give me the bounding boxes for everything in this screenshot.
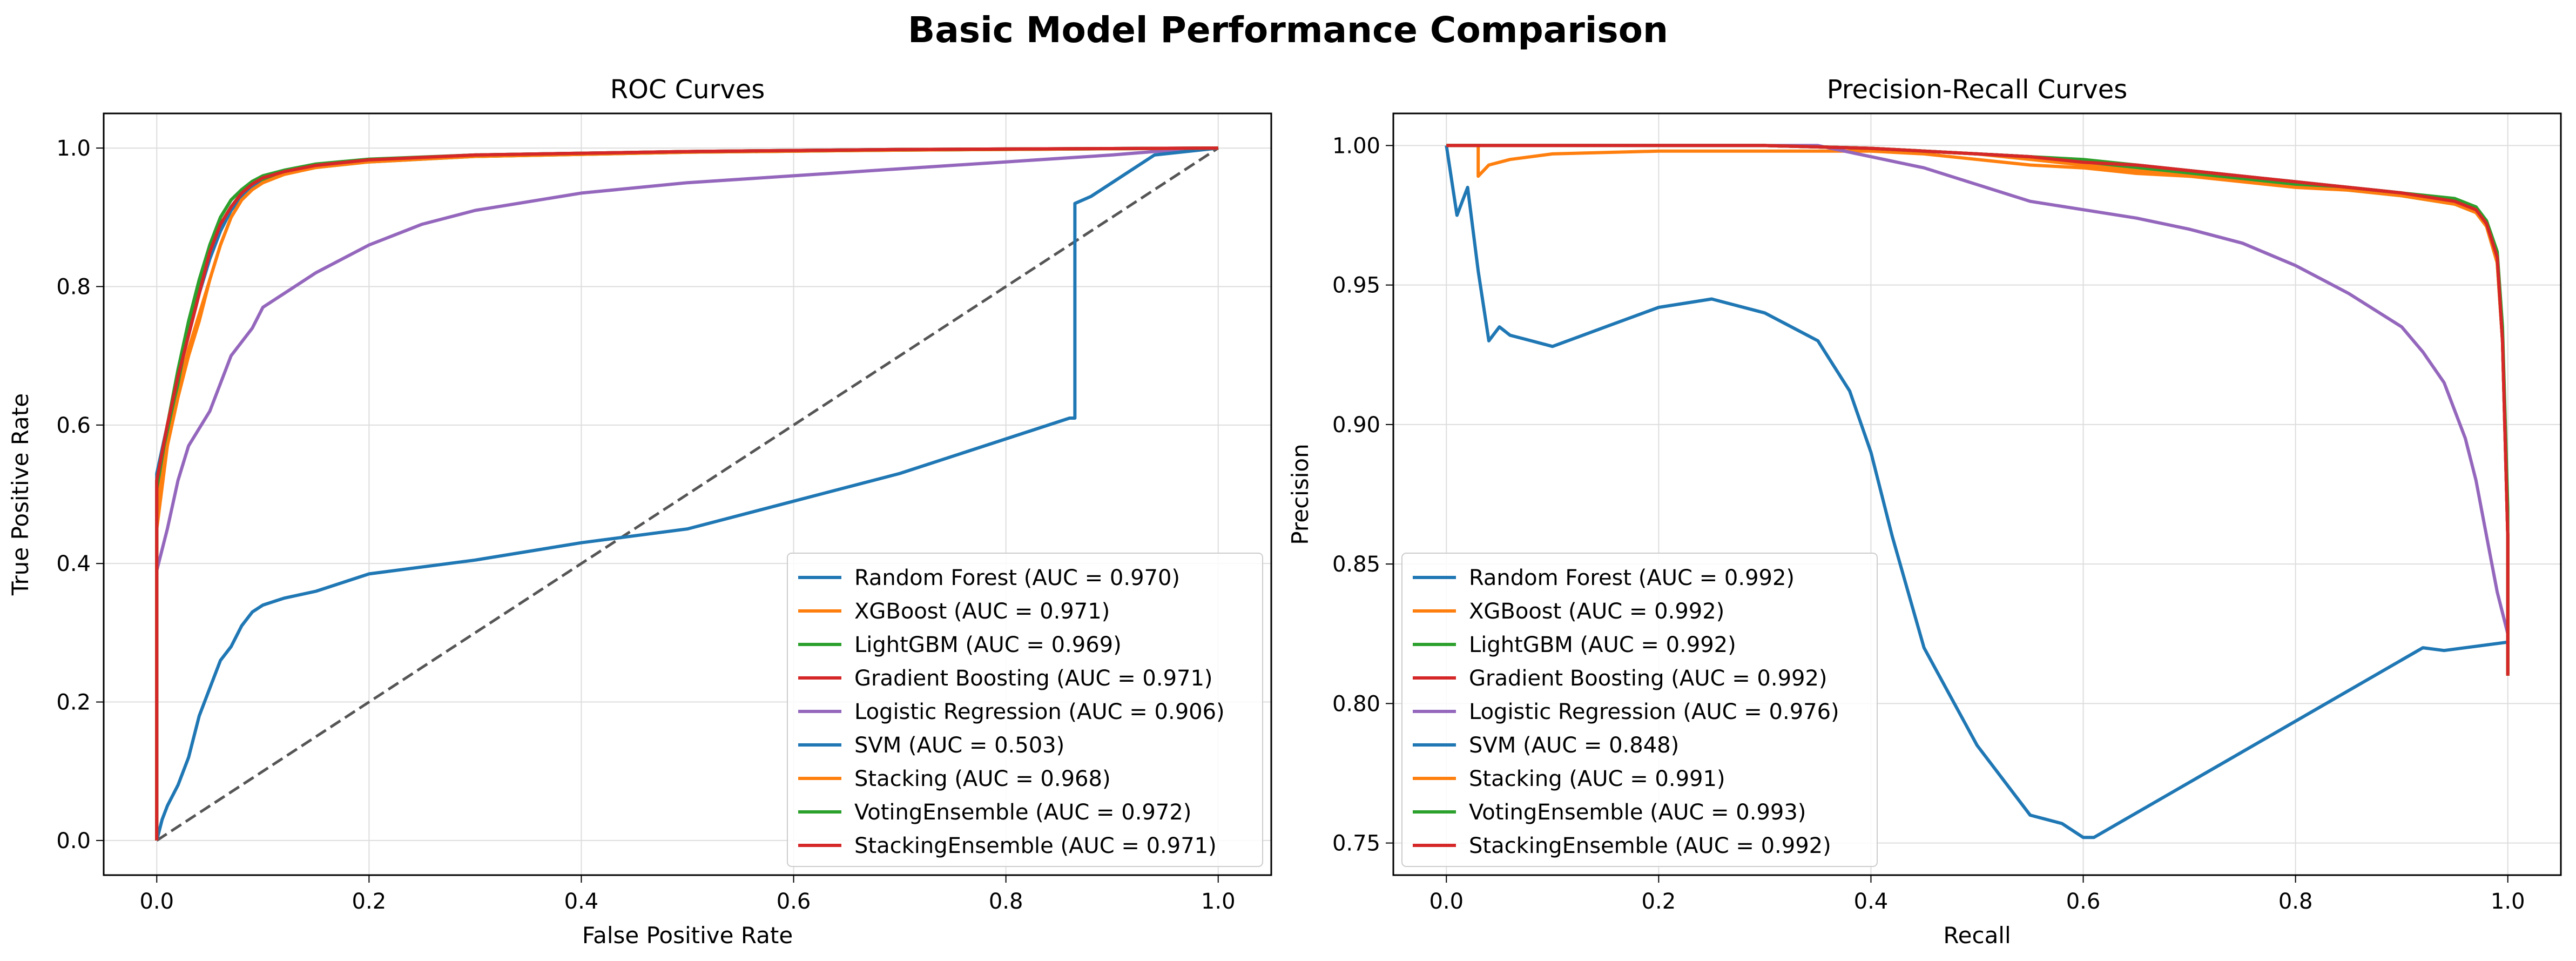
chance-diagonal-line xyxy=(156,146,1219,842)
x-axis-label: False Positive Rate xyxy=(582,922,793,949)
y-axis-label: True Positive Rate xyxy=(7,393,33,596)
plot-frame xyxy=(1392,112,2562,876)
series-line-5 xyxy=(155,146,1219,841)
chart-panel-1: 0.0 0.2 0.4 0.6 0.8 1.0 0.75 0.80 0.85 0.90 0.95 1.… xyxy=(1287,75,2562,949)
x-tick-label: 0.4 xyxy=(1854,889,1889,914)
x-tick-label: 0.8 xyxy=(989,889,1023,914)
y-tick-label: 0.75 xyxy=(1332,831,1380,856)
x-tick-label: 0.0 xyxy=(139,889,174,914)
y-tick-label: 0.6 xyxy=(56,413,91,438)
series-line-8 xyxy=(1446,144,2510,676)
legend-entry: Logistic Regression (AUC = 0.976) xyxy=(1469,700,1839,724)
y-tick-label: 0.80 xyxy=(1332,691,1380,716)
legend-entry: XGBoost (AUC = 0.992) xyxy=(1469,599,1724,624)
legend-entry: XGBoost (AUC = 0.971) xyxy=(854,599,1110,624)
y-tick-label: 0.90 xyxy=(1332,413,1380,438)
x-tick-label: 1.0 xyxy=(2491,889,2525,914)
legend-entry: Gradient Boosting (AUC = 0.992) xyxy=(1469,666,1828,691)
y-tick-label: 1.0 xyxy=(56,136,91,161)
legend-entry: Gradient Boosting (AUC = 0.971) xyxy=(854,666,1213,691)
legend-box xyxy=(1401,553,1878,867)
y-tick-label: 0.85 xyxy=(1332,552,1380,577)
series-line-4 xyxy=(1446,144,2510,648)
x-tick-label: 0.6 xyxy=(2066,889,2101,914)
legend-entry: Logistic Regression (AUC = 0.906) xyxy=(854,700,1225,724)
x-tick-label: 0.2 xyxy=(1642,889,1676,914)
x-tick-label: 1.0 xyxy=(1201,889,1236,914)
y-tick-label: 0.4 xyxy=(56,552,91,576)
legend-box xyxy=(787,553,1263,867)
legend-entry: Stacking (AUC = 0.991) xyxy=(1469,767,1725,791)
legend-entry: SVM (AUC = 0.848) xyxy=(1469,733,1679,758)
legend-entry: Stacking (AUC = 0.968) xyxy=(854,767,1111,791)
legend-entry: Random Forest (AUC = 0.992) xyxy=(1469,566,1795,590)
legend-entry: SVM (AUC = 0.503) xyxy=(854,733,1064,758)
y-tick-label: 0.8 xyxy=(56,274,91,299)
x-tick-label: 0.8 xyxy=(2278,889,2313,914)
legend-entry: LightGBM (AUC = 0.992) xyxy=(1469,633,1736,657)
x-tick-label: 0.6 xyxy=(777,889,811,914)
legend: Random Forest (AUC = 0.992) XGBoost (AUC … xyxy=(1401,553,1878,867)
y-tick-label: 0.0 xyxy=(56,829,91,854)
series-line-8 xyxy=(155,146,1218,841)
y-tick-label: 0.95 xyxy=(1332,273,1380,298)
chart-title: ROC Curves xyxy=(610,75,765,105)
x-tick-label: 0.4 xyxy=(564,889,599,914)
plot-frame xyxy=(103,112,1272,876)
legend-entry: StackingEnsemble (AUC = 0.992) xyxy=(1469,834,1831,858)
x-tick-label: 0.2 xyxy=(352,889,387,914)
legend-entry: VotingEnsemble (AUC = 0.993) xyxy=(1469,800,1806,825)
chart-title: Precision-Recall Curves xyxy=(1827,75,2128,105)
legend: Random Forest (AUC = 0.970) XGBoost (AUC … xyxy=(787,553,1263,867)
x-axis-label: Recall xyxy=(1943,922,2011,949)
figure-title: Basic Model Performance Comparison xyxy=(908,9,1668,51)
series-line-4 xyxy=(155,146,1218,841)
y-axis-label: Precision xyxy=(1287,443,1313,545)
legend-entry: StackingEnsemble (AUC = 0.971) xyxy=(854,834,1217,858)
legend-entry: VotingEnsemble (AUC = 0.972) xyxy=(854,800,1191,825)
chart-panel-0: 0.0 0.2 0.4 0.6 0.8 1.0 0.0 0.2 0.4 0.6 0.8 1.0 ROC … xyxy=(7,75,1272,949)
y-tick-label: 0.2 xyxy=(56,690,91,715)
x-tick-label: 0.0 xyxy=(1429,889,1464,914)
legend-entry: LightGBM (AUC = 0.969) xyxy=(854,633,1122,657)
series-line-5 xyxy=(1445,145,2508,839)
y-tick-label: 1.00 xyxy=(1332,133,1380,158)
legend-entry: Random Forest (AUC = 0.970) xyxy=(854,566,1180,590)
